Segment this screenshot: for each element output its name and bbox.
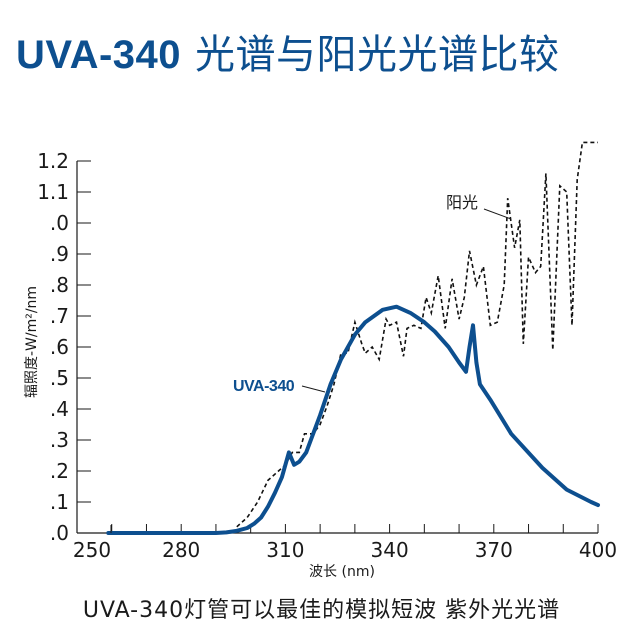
uva340-series-line: [106, 304, 600, 535]
y-axis-ticks: [77, 160, 91, 503]
y-tick-label: .6: [50, 335, 69, 359]
y-tick-label: .0: [50, 521, 69, 545]
y-tick-label: .3: [50, 428, 69, 452]
x-tick-label: 340: [371, 538, 409, 562]
sunlight-annotation-leader: [483, 208, 512, 220]
y-tick-label: .0: [50, 211, 69, 235]
x-tick-label: 250: [73, 538, 111, 562]
y-tick-label: .5: [50, 366, 69, 390]
y-tick-label: .4: [50, 397, 69, 421]
chart-title: UVA-340 光谱与阳光光谱比较: [16, 22, 560, 80]
chart-caption: UVA-340灯管可以最佳的模拟短波 紫外光光谱: [82, 598, 561, 623]
y-tick-label: .9: [50, 242, 69, 266]
uva340-annotation-leader: [301, 385, 326, 393]
x-tick-label: 400: [579, 538, 617, 562]
uva340-annotation-label: UVA-340: [233, 378, 295, 395]
y-tick-label: 1.1: [37, 180, 69, 204]
y-axis-tick-labels: .0 .1 .2 .3 .4 .5 .6 .7 .8 .9 .0 1.1 1.2: [37, 149, 69, 545]
y-tick-label: 1.2: [37, 149, 69, 173]
chart-title-model: UVA-340: [16, 33, 182, 77]
y-axis-label: 辐照度-W/m²/nm: [24, 286, 40, 398]
y-tick-label: .1: [50, 490, 69, 514]
y-tick-label: .2: [50, 459, 69, 483]
x-axis-label: 波长 (nm): [309, 564, 375, 580]
x-tick-label: 370: [475, 538, 513, 562]
x-tick-label: 280: [162, 538, 200, 562]
x-axis-tick-labels: 250 280 310 340 370 400: [73, 538, 617, 562]
x-tick-label: 310: [266, 538, 304, 562]
y-tick-label: .8: [50, 273, 69, 297]
chart-title-text: 光谱与阳光光谱比较: [195, 32, 560, 78]
y-tick-label: .7: [50, 304, 69, 328]
sunlight-annotation-label: 阳光: [446, 193, 478, 212]
